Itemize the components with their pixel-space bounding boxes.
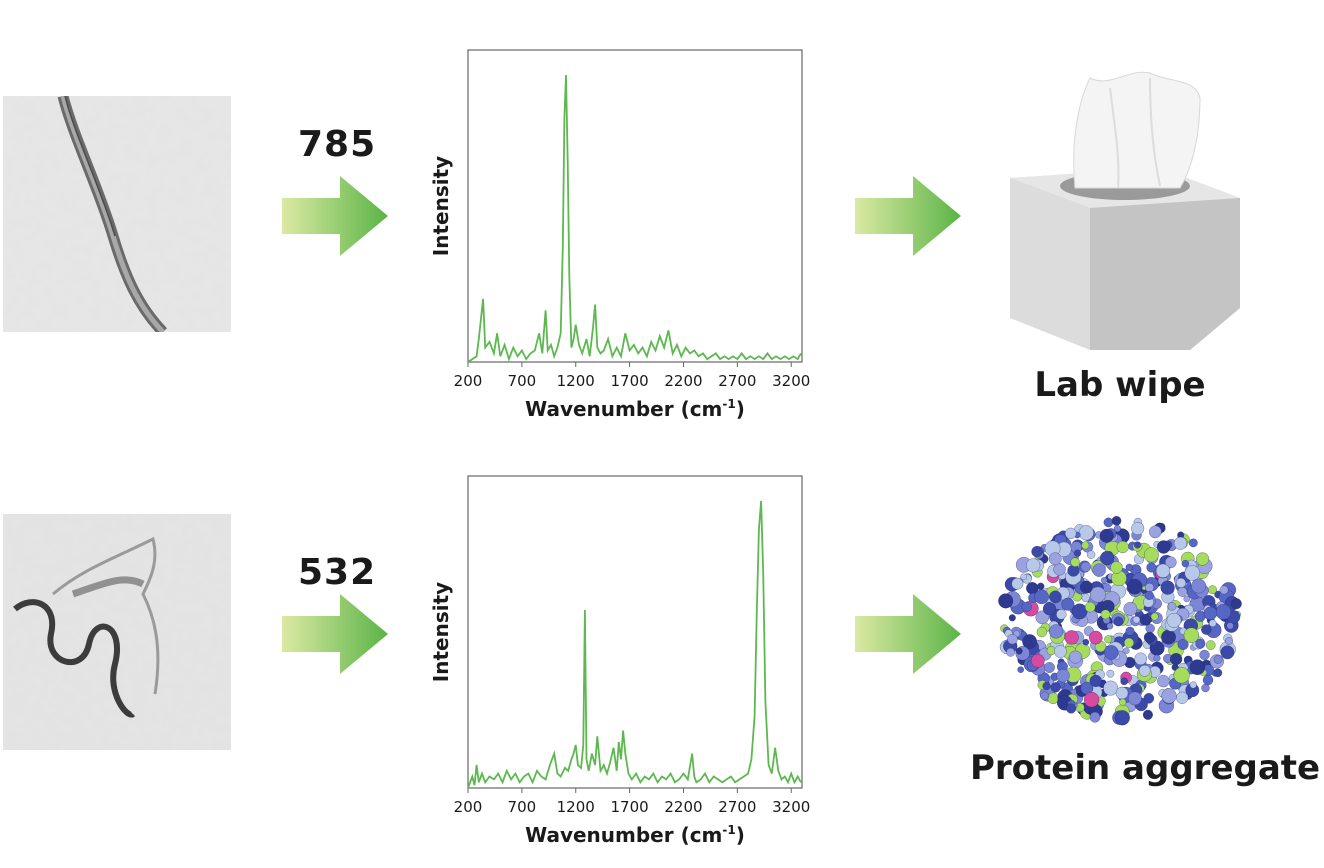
protein-molecule-icon <box>995 500 1245 740</box>
x-tick-label: 2700 <box>718 798 756 816</box>
x-axis-label: Wavenumber (cm-1) <box>525 823 745 847</box>
x-axis-label: Wavenumber (cm-1) <box>525 397 745 421</box>
arrow-right-icon <box>282 176 388 256</box>
plot-frame <box>467 475 803 789</box>
x-tick-label: 200 <box>454 798 483 816</box>
x-tick-label: 700 <box>508 372 537 390</box>
y-axis-label: Intensity <box>429 582 453 682</box>
spectrum-chart-785: 200 700 1200 1700 2200 2700 3200 Wavenumber (cm… <box>420 40 820 430</box>
spectrum-chart-532: 200 700 1200 1700 2200 2700 3200 Wavenumber (cm… <box>420 466 820 856</box>
tissue-box-icon <box>1000 68 1245 353</box>
x-tick-label: 1200 <box>557 798 595 816</box>
arrow-right-icon <box>855 176 961 256</box>
x-tick-label: 200 <box>454 372 483 390</box>
x-tick-label: 1700 <box>611 372 649 390</box>
x-tick-label: 2200 <box>664 798 702 816</box>
laser-wavelength-532: 532 <box>298 552 377 593</box>
x-tick-label: 2700 <box>718 372 756 390</box>
plot-frame <box>467 49 803 363</box>
microscope-image-aggregate <box>3 514 231 750</box>
x-tick-label: 1700 <box>611 798 649 816</box>
result-label-protein-aggregate: Protein aggregate <box>970 748 1321 788</box>
spectrum-line <box>467 74 802 363</box>
result-label-lab-wipe: Lab wipe <box>1034 365 1206 405</box>
arrow-right-icon <box>282 594 388 674</box>
x-tick-label: 700 <box>508 798 537 816</box>
x-tick-label: 3200 <box>772 798 810 816</box>
y-axis-label: Intensity <box>429 156 453 256</box>
x-tick-label: 2200 <box>664 372 702 390</box>
arrow-right-icon <box>855 594 961 674</box>
microscope-image-fiber <box>3 96 231 332</box>
x-tick-label: 1200 <box>557 372 595 390</box>
x-tick-label: 3200 <box>772 372 810 390</box>
spectrum-line <box>467 500 802 789</box>
laser-wavelength-785: 785 <box>298 124 377 165</box>
